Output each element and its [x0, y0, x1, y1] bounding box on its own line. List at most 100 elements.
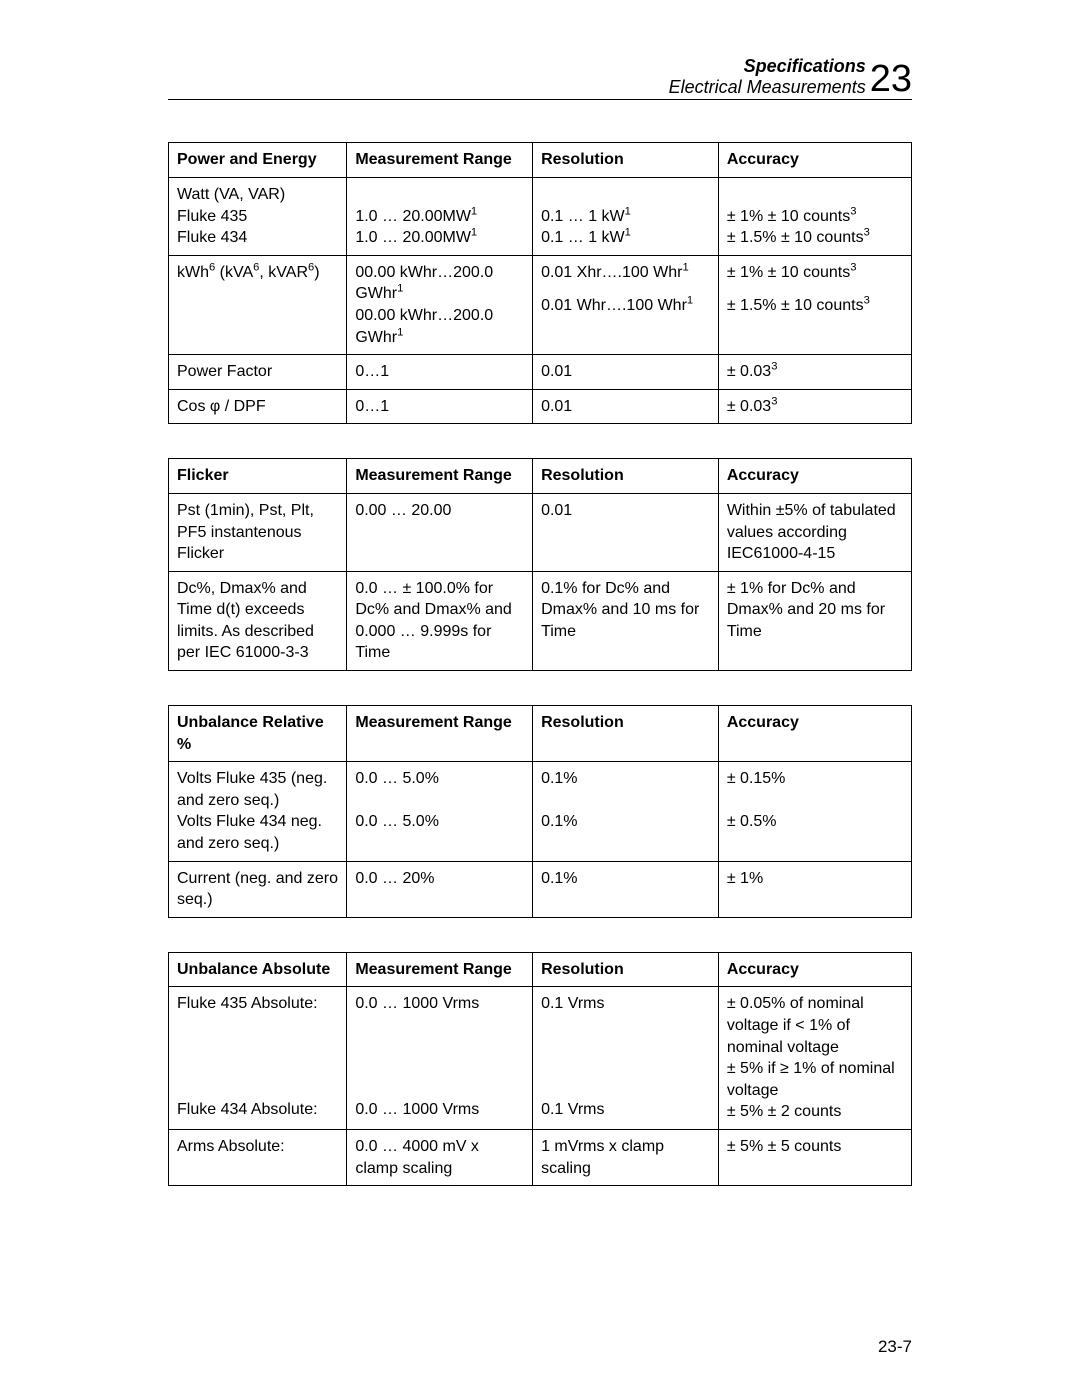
col-header: Resolution	[533, 143, 719, 178]
col-header: Unbalance Relative %	[169, 706, 347, 762]
cell-text: kWh	[177, 264, 209, 281]
cell-text: ± 1% ± 10 counts	[727, 208, 850, 225]
cell: ± 1% ± 10 counts3 ± 1.5% ± 10 counts3	[718, 255, 911, 354]
cell-line: ± 0.15%	[727, 768, 903, 790]
cell: Within ±5% of tabulated values according…	[718, 493, 911, 571]
cell-line: Fluke 434 Absolute:	[177, 1099, 338, 1121]
table-header-row: Unbalance Relative % Measurement Range R…	[169, 706, 912, 762]
cell-line: ± 1.5% ± 10 counts3	[727, 295, 903, 317]
cell-line: ± 1% ± 10 counts3	[727, 206, 903, 228]
sup: 1	[625, 227, 631, 239]
cell-line: ± 0.5%	[727, 811, 903, 833]
cell-text: 0.01 Whr….100 Whr	[541, 297, 687, 314]
cell-text: 0.1 … 1 kW	[541, 208, 625, 225]
cell-line: Volts Fluke 435 (neg. and zero seq.)	[177, 768, 338, 811]
col-header: Unbalance Absolute	[169, 952, 347, 987]
cell-line: Fluke 434	[177, 227, 338, 249]
cell: 0.0 … ± 100.0% for Dc% and Dmax% and 0.0…	[347, 571, 533, 670]
cell: 0.0 … 20%	[347, 861, 533, 917]
cell: ± 0.05% of nominal voltage if < 1% of no…	[718, 987, 911, 1130]
cell: kWh6 (kVA6, kVAR6)	[169, 255, 347, 354]
table-row: Watt (VA, VAR) Fluke 435 Fluke 434 1.0 ……	[169, 177, 912, 255]
cell-line	[727, 184, 903, 206]
table-header-row: Unbalance Absolute Measurement Range Res…	[169, 952, 912, 987]
cell-text: 00.00 kWhr…200.0 GWhr	[355, 264, 493, 303]
cell: 0.1% for Dc% and Dmax% and 10 ms for Tim…	[533, 571, 719, 670]
cell: 0…1	[347, 355, 533, 390]
col-header: Resolution	[533, 459, 719, 494]
cell: Cos φ / DPF	[169, 389, 347, 424]
cell-text: 00.00 kWhr…200.0 GWhr	[355, 307, 493, 346]
header-subtitle: Electrical Measurements	[669, 77, 866, 98]
sup: 1	[471, 205, 477, 217]
col-header: Resolution	[533, 706, 719, 762]
cell: ± 0.033	[718, 355, 911, 390]
cell: 0.01 Xhr….100 Whr1 0.01 Whr….100 Whr1	[533, 255, 719, 354]
header-title: Specifications	[669, 56, 866, 77]
table-unbalance-relative: Unbalance Relative % Measurement Range R…	[168, 705, 912, 918]
cell-line: 0.0 … 5.0%	[355, 811, 524, 833]
sup: 1	[682, 261, 688, 273]
cell-text: 1.0 … 20.00MW	[355, 208, 471, 225]
cell-line: Volts Fluke 434 neg. and zero seq.)	[177, 811, 338, 854]
cell: 0.1%	[533, 861, 719, 917]
table-flicker: Flicker Measurement Range Resolution Acc…	[168, 458, 912, 671]
header-text-block: Specifications Electrical Measurements	[669, 56, 866, 97]
cell-line: 1.0 … 20.00MW1	[355, 206, 524, 228]
cell: 1 mVrms x clamp scaling	[533, 1129, 719, 1185]
cell: Volts Fluke 435 (neg. and zero seq.) Vol…	[169, 762, 347, 861]
cell-line: ± 1% ± 10 counts3	[727, 262, 903, 284]
cell: 1.0 … 20.00MW1 1.0 … 20.00MW1	[347, 177, 533, 255]
col-header: Resolution	[533, 952, 719, 987]
col-header: Measurement Range	[347, 143, 533, 178]
cell: ± 0.15% ± 0.5%	[718, 762, 911, 861]
cell-text: ± 1.5% ± 10 counts	[727, 229, 864, 246]
col-header: Flicker	[169, 459, 347, 494]
table-row: Power Factor 0…1 0.01 ± 0.033	[169, 355, 912, 390]
cell: ± 0.033	[718, 389, 911, 424]
cell-line: ± 5% if ≥ 1% of nominal voltage	[727, 1058, 903, 1101]
cell-line: 0.1 … 1 kW1	[541, 206, 710, 228]
page-number: 23-7	[878, 1337, 912, 1357]
cell-text: , kVAR	[259, 264, 308, 281]
cell: 0.00 … 20.00	[347, 493, 533, 571]
cell: 0.1 … 1 kW1 0.1 … 1 kW1	[533, 177, 719, 255]
cell: ± 1% for Dc% and Dmax% and 20 ms for Tim…	[718, 571, 911, 670]
cell: 0.1% 0.1%	[533, 762, 719, 861]
cell-line: 0.1 … 1 kW1	[541, 227, 710, 249]
cell-text: ± 0.03	[727, 363, 771, 380]
sup: 3	[850, 261, 856, 273]
table-header-row: Power and Energy Measurement Range Resol…	[169, 143, 912, 178]
cell: ± 5% ± 5 counts	[718, 1129, 911, 1185]
sup: 3	[771, 395, 777, 407]
col-header: Accuracy	[718, 706, 911, 762]
table-header-row: Flicker Measurement Range Resolution Acc…	[169, 459, 912, 494]
chapter-number: 23	[870, 61, 912, 97]
col-header: Measurement Range	[347, 952, 533, 987]
cell-line: 0.1%	[541, 768, 710, 790]
cell-text: ± 1.5% ± 10 counts	[727, 297, 864, 314]
sup: 3	[864, 227, 870, 239]
cell: Power Factor	[169, 355, 347, 390]
table-row: Arms Absolute: 0.0 … 4000 mV x clamp sca…	[169, 1129, 912, 1185]
col-header: Accuracy	[718, 459, 911, 494]
cell-line: Fluke 435 Absolute:	[177, 993, 338, 1015]
cell-line	[355, 184, 524, 206]
cell-text: 1.0 … 20.00MW	[355, 229, 471, 246]
cell: 0.01	[533, 389, 719, 424]
cell-line: 0.0 … 1000 Vrms	[355, 1099, 524, 1121]
table-unbalance-absolute: Unbalance Absolute Measurement Range Res…	[168, 952, 912, 1186]
col-header: Measurement Range	[347, 459, 533, 494]
col-header: Accuracy	[718, 952, 911, 987]
table-row: Current (neg. and zero seq.) 0.0 … 20% 0…	[169, 861, 912, 917]
sup: 1	[397, 326, 403, 338]
sup: 3	[864, 295, 870, 307]
sup: 1	[625, 205, 631, 217]
cell-line	[541, 184, 710, 206]
sup: 1	[471, 227, 477, 239]
cell-line: 0.0 … 1000 Vrms	[355, 993, 524, 1015]
table-power-energy: Power and Energy Measurement Range Resol…	[168, 142, 912, 424]
sup: 3	[850, 205, 856, 217]
cell-line: ± 0.05% of nominal voltage if < 1% of no…	[727, 993, 903, 1058]
cell: 0.01	[533, 355, 719, 390]
